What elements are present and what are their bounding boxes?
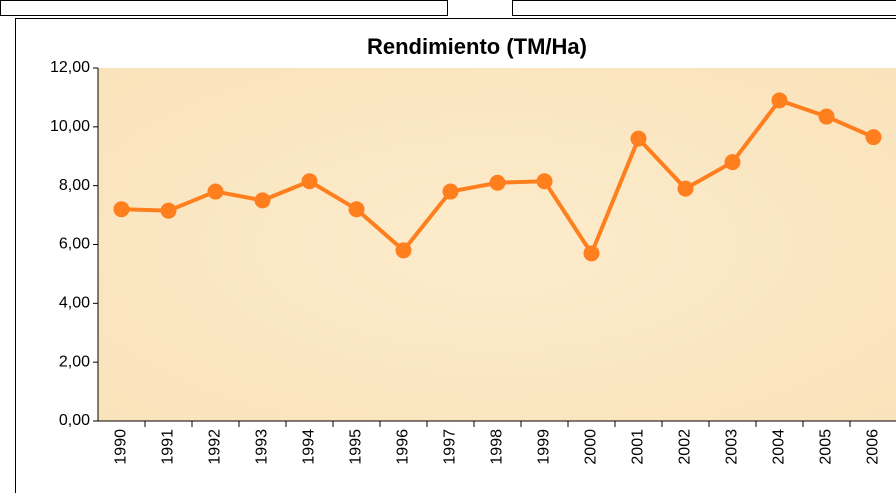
marker: [631, 131, 647, 147]
top-box: [1, 1, 448, 16]
marker: [208, 184, 224, 200]
x-tick-label: 2002: [677, 429, 694, 465]
plot-area: [98, 68, 896, 421]
marker: [349, 201, 365, 217]
marker: [396, 242, 412, 258]
marker: [490, 175, 506, 191]
x-tick-label: 2006: [865, 429, 882, 465]
x-tick-label: 2004: [771, 429, 788, 465]
y-tick-label: 2,00: [59, 353, 90, 370]
chart-title: Rendimiento (TM/Ha): [367, 34, 587, 59]
y-tick-label: 6,00: [59, 236, 90, 253]
marker: [161, 203, 177, 219]
marker: [725, 154, 741, 170]
x-tick-label: 1998: [489, 429, 506, 465]
y-tick-label: 10,00: [50, 118, 90, 135]
marker: [584, 245, 600, 261]
x-tick-label: 1993: [254, 429, 271, 465]
marker: [819, 109, 835, 125]
x-tick-label: 2000: [583, 429, 600, 465]
y-tick-label: 0,00: [59, 412, 90, 429]
marker: [255, 192, 271, 208]
marker: [866, 129, 882, 145]
y-tick-label: 12,00: [50, 59, 90, 76]
x-tick-label: 2003: [724, 429, 741, 465]
x-tick-label: 1994: [301, 429, 318, 465]
marker: [537, 173, 553, 189]
marker: [443, 184, 459, 200]
x-tick-label: 1996: [395, 429, 412, 465]
marker: [678, 181, 694, 197]
x-tick-label: 1992: [207, 429, 224, 465]
marker: [772, 92, 788, 108]
marker: [114, 201, 130, 217]
x-tick-label: 2001: [630, 429, 647, 465]
y-tick-label: 8,00: [59, 177, 90, 194]
x-tick-label: 2005: [818, 429, 835, 465]
x-tick-label: 1997: [442, 429, 459, 465]
y-tick-label: 4,00: [59, 295, 90, 312]
x-tick-label: 1999: [536, 429, 553, 465]
marker: [302, 173, 318, 189]
x-tick-label: 1995: [348, 429, 365, 465]
x-tick-label: 1990: [113, 429, 130, 465]
top-box: [513, 1, 896, 16]
x-tick-label: 1991: [160, 429, 177, 465]
